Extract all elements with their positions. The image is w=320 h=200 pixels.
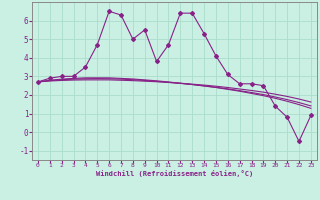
X-axis label: Windchill (Refroidissement éolien,°C): Windchill (Refroidissement éolien,°C) — [96, 170, 253, 177]
